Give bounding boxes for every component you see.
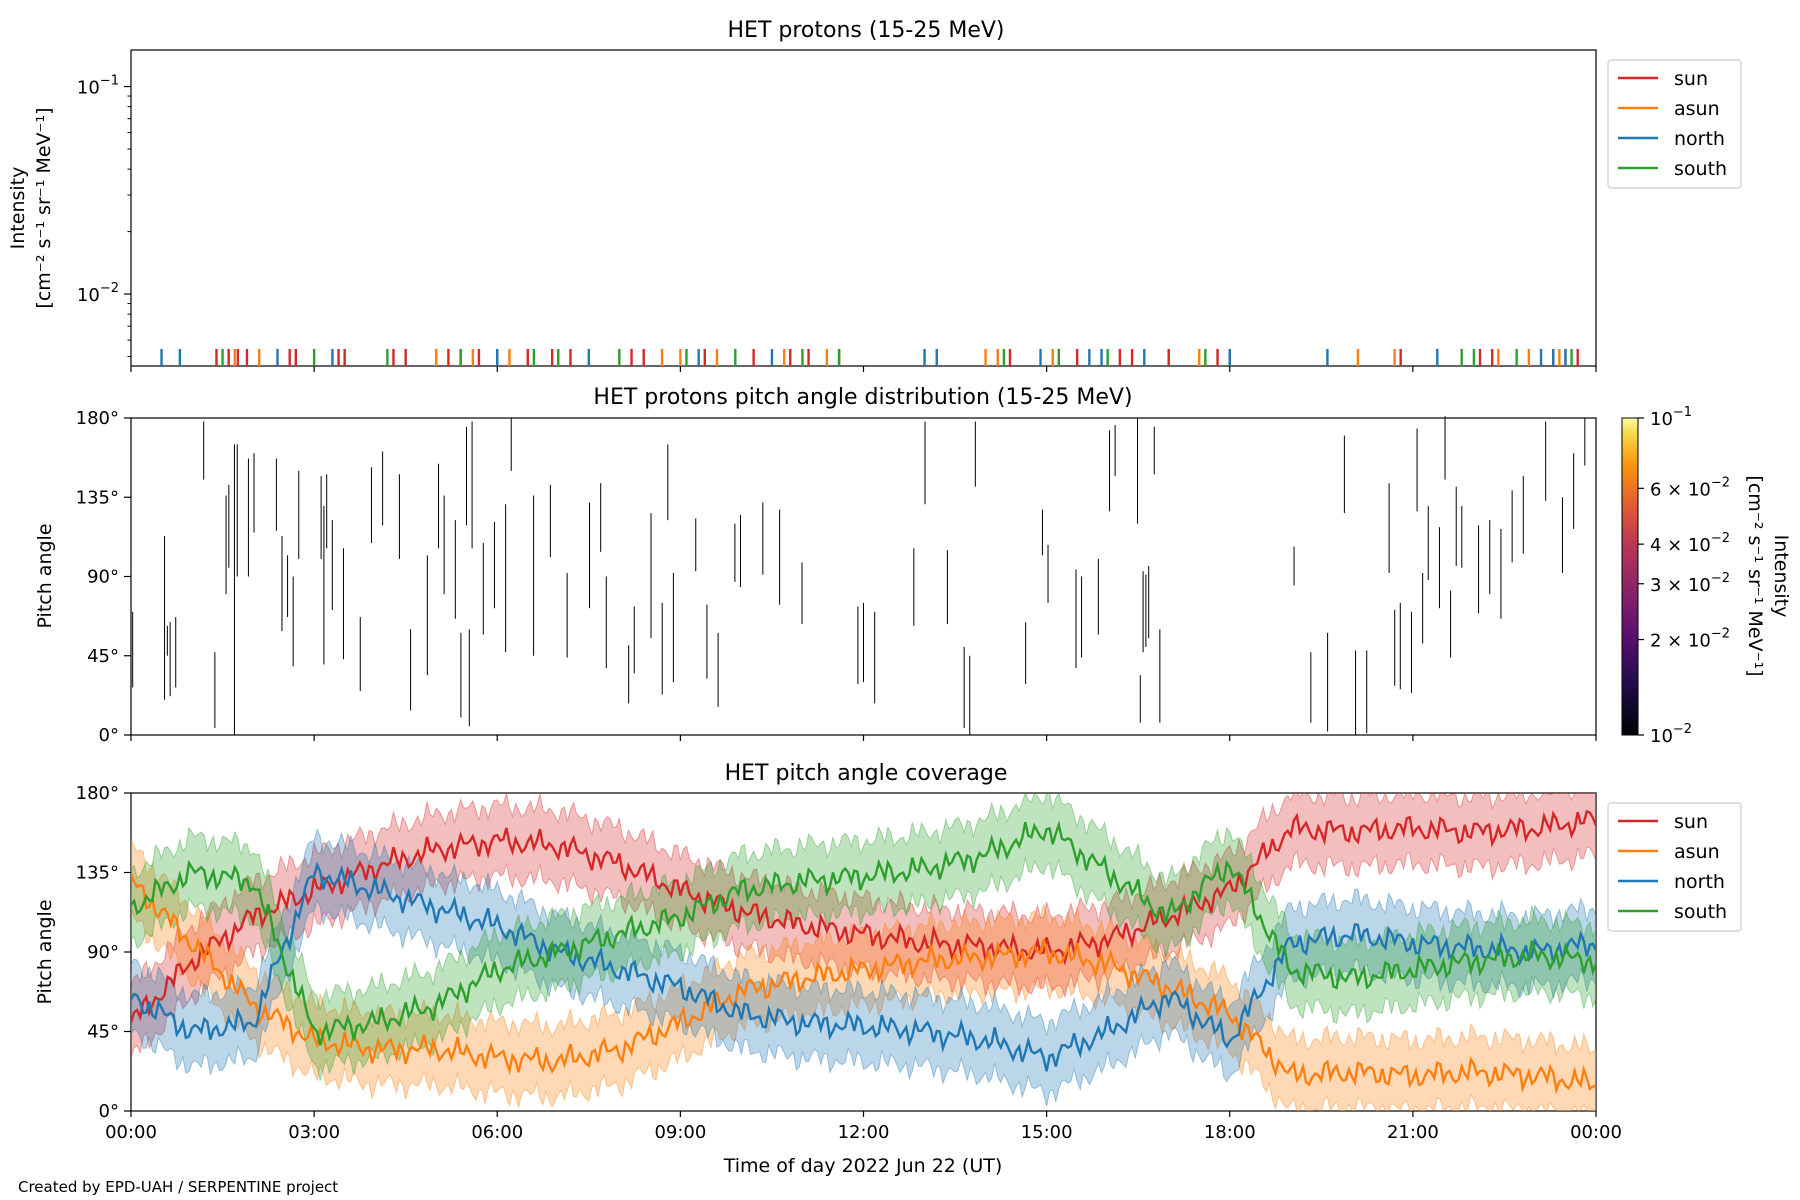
intensity-x-ticks [130, 366, 1597, 372]
x-axis-label: Time of day 2022 Jun 22 (UT) [723, 1155, 1003, 1177]
coverage-panel: HET pitch angle coverage 0° 45° 90° 135° 180… [34, 761, 1742, 1177]
y-tick-label: 0° [99, 1101, 119, 1122]
colorbar-tick-label: 6 × 10−2 [1650, 475, 1730, 500]
coverage-plot-area [130, 792, 1597, 1112]
legend-label-north: north [1674, 871, 1725, 893]
pad-panel: HET protons pitch angle distribution (15… [34, 385, 1792, 747]
y-tick-label: 135° [76, 863, 119, 884]
credit-text: Created by EPD-UAH / SERPENTINE project [18, 1178, 338, 1196]
x-tick-label: 00:00 [105, 1122, 157, 1143]
coverage-legend-box [1607, 802, 1742, 932]
x-tick-label: 15:00 [1021, 1122, 1073, 1143]
coverage-panel-title: HET pitch angle coverage [725, 761, 1008, 786]
x-tick-label: 00:00 [1570, 1122, 1622, 1143]
line-south [131, 820, 1596, 1046]
band-south [131, 793, 1596, 1081]
coverage-y-label: Pitch angle [34, 899, 56, 1004]
y-tick-label: 45° [87, 1022, 119, 1043]
intensity-spikes [160, 349, 1579, 366]
legend-label-asun: asun [1674, 841, 1720, 863]
colorbar-tick-label: 10−1 [1650, 405, 1692, 430]
colorbar-label-units: [cm⁻² s⁻¹ sr⁻¹ MeV⁻¹] [1744, 475, 1766, 676]
x-tick-label: 09:00 [654, 1122, 706, 1143]
y-tick-label: 180° [76, 408, 119, 429]
pad-y-label: Pitch angle [34, 523, 56, 628]
coverage-x-ticks: 00:00 03:00 06:00 09:00 12:00 15:00 18:00 21:00… [105, 1111, 1622, 1143]
coverage-legend: sun asun north south [1607, 802, 1742, 932]
colorbar-label: Intensity [1770, 535, 1792, 618]
y-tick-label: 45° [87, 646, 119, 667]
line-asun [131, 873, 1596, 1095]
x-tick-label: 03:00 [288, 1122, 340, 1143]
colorbar [1621, 417, 1639, 736]
colorbar-tick-label: 2 × 10−2 [1650, 627, 1730, 652]
colorbar-tick-label: 4 × 10−2 [1650, 531, 1730, 556]
band-north [131, 828, 1596, 1107]
x-tick-label: 12:00 [838, 1122, 890, 1143]
legend-label-sun: sun [1674, 811, 1708, 833]
x-tick-label: 06:00 [471, 1122, 523, 1143]
y-tick-label: 135° [76, 487, 119, 508]
intensity-legend-box [1607, 59, 1742, 189]
intensity-plot-area [130, 49, 1597, 367]
intensity-legend: sun asun north south [1607, 59, 1742, 189]
pad-plot-area [130, 417, 1597, 736]
colorbar-tick-label: 10−2 [1650, 722, 1692, 747]
y-tick-label: 0° [99, 725, 119, 746]
legend-label-south: south [1674, 158, 1727, 180]
intensity-panel: HET protons (15-25 MeV) 10−1 10−2 Intensi… [7, 18, 1742, 372]
legend-label-north: north [1674, 128, 1725, 150]
y-tick-label: 90° [87, 567, 119, 588]
y-tick-label: 10−2 [77, 281, 119, 306]
legend-label-sun: sun [1674, 68, 1708, 90]
coverage-lines [131, 809, 1596, 1095]
pad-y-ticks: 0° 45° 90° 135° 180° [76, 408, 131, 746]
intensity-y-label: Intensity [7, 167, 29, 250]
intensity-y-label-units: [cm⁻² s⁻¹ sr⁻¹ MeV⁻¹] [33, 107, 55, 308]
legend-label-south: south [1674, 901, 1727, 923]
intensity-y-ticks: 10−1 10−2 [77, 74, 131, 358]
colorbar-tick-label: 3 × 10−2 [1650, 571, 1730, 596]
legend-label-asun: asun [1674, 98, 1720, 120]
pad-panel-title: HET protons pitch angle distribution (15… [593, 385, 1132, 410]
pad-segments [132, 416, 1586, 735]
y-tick-label: 10−1 [77, 74, 119, 99]
y-tick-label: 90° [87, 942, 119, 963]
colorbar-ticks: 10−1 6 × 10−2 4 × 10−2 3 × 10−2 2 × 10−2 10−2 [1638, 405, 1730, 747]
y-tick-label: 180° [76, 783, 119, 804]
x-tick-label: 18:00 [1204, 1122, 1256, 1143]
band-sun [131, 793, 1596, 1059]
x-tick-label: 21:00 [1387, 1122, 1439, 1143]
pad-x-ticks [130, 735, 1597, 741]
intensity-panel-title: HET protons (15-25 MeV) [728, 18, 1005, 43]
coverage-y-ticks: 0° 45° 90° 135° 180° [76, 783, 131, 1122]
line-north [131, 861, 1596, 1072]
